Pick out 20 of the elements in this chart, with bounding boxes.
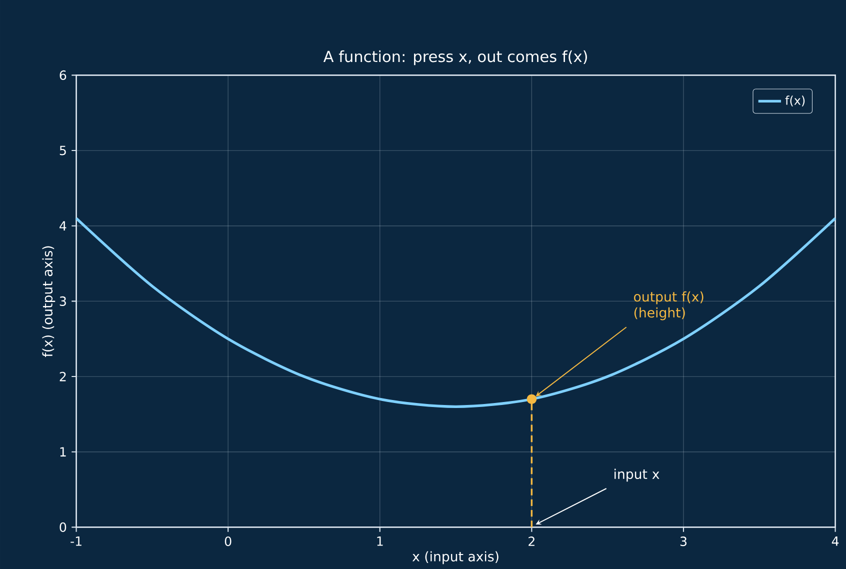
legend-label: f(x)	[785, 96, 805, 106]
y-tick-label: 6	[60, 70, 66, 80]
y-tick-label: 3	[60, 296, 66, 306]
x-tick-label: 2	[528, 536, 534, 546]
x-tick-label: 3	[680, 536, 686, 546]
y-tick-label: 1	[60, 447, 66, 456]
x-tick-label: 4	[832, 536, 839, 546]
y-tick-label: 4	[60, 221, 66, 230]
y-tick-label: 2	[60, 372, 66, 382]
x-tick-label: 1	[377, 536, 383, 546]
x-tick-label: 0	[224, 536, 232, 546]
x-tick-label: -1	[70, 536, 82, 546]
y-axis-title: f(x) (output axis)	[42, 246, 56, 357]
line-series	[74, 217, 837, 408]
annotation: output f(x) (height)	[634, 291, 704, 320]
x-axis-title: x (input axis)	[412, 551, 498, 564]
y-tick-label: 0	[60, 522, 66, 532]
chart-title: A function: press x, out comes f(x)	[323, 50, 587, 66]
annotation: input x	[614, 468, 660, 482]
y-tick-label: 5	[60, 146, 66, 156]
